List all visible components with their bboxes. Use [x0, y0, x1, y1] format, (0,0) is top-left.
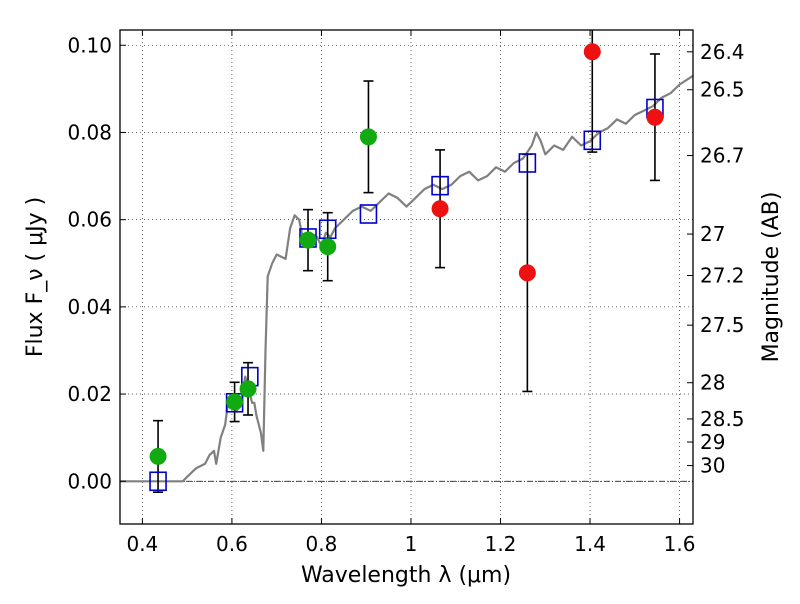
y-tick-label: 0.08 [67, 120, 112, 144]
red-point [518, 264, 536, 282]
detection-point [359, 128, 377, 146]
detection-point [239, 380, 257, 398]
y-tick-label: 0.02 [67, 382, 112, 406]
circle-layer [149, 43, 664, 465]
red-point [431, 200, 449, 218]
x-tick-label: 1 [405, 532, 418, 556]
right-tick-label: 28.5 [700, 407, 745, 431]
model-photometry-square [149, 471, 167, 492]
detection-point [299, 231, 317, 249]
y-tick-label: 0.06 [67, 208, 112, 232]
x-tick-label: 0.8 [306, 532, 338, 556]
right-tick-label: 28 [700, 371, 725, 395]
right-tick-label: 27 [700, 222, 725, 246]
x-tick-label: 1.4 [574, 532, 606, 556]
x-axis-label: Wavelength λ (μm) [301, 563, 511, 588]
detection-point [226, 393, 244, 411]
y-tick-label: 0.10 [67, 33, 112, 57]
model-photometry-square [583, 130, 602, 151]
right-tick-label: 26.7 [700, 144, 745, 168]
model-photometry-square [359, 204, 378, 224]
x-tick-label: 0.4 [126, 532, 158, 556]
right-tick-label: 26.5 [700, 78, 745, 102]
red-point [583, 43, 601, 61]
model-photometry-square [518, 153, 537, 173]
x-tick-label: 1.6 [664, 532, 696, 556]
model-photometry-square [431, 175, 449, 196]
plot-frame [119, 29, 694, 525]
right-tick-label: 26.4 [700, 40, 745, 64]
red-point [646, 108, 664, 126]
detection-point [149, 447, 167, 465]
right-axis-label: Magnitude (AB) [759, 192, 784, 363]
tick-layer: 0.4 0.6 0.8 1 1.2 1.4 1.6 0.00 0.02 0.04 0.06 0.08 0… [67, 30, 745, 556]
x-tick-label: 1.2 [485, 532, 517, 556]
x-tick-label: 0.6 [216, 532, 248, 556]
y-tick-label: 0.00 [67, 469, 112, 493]
y-tick-label: 0.04 [67, 295, 112, 319]
right-tick-label: 27.2 [700, 263, 745, 287]
detection-point [319, 238, 337, 256]
right-tick-label: 29 [700, 430, 725, 454]
right-tick-label: 27.5 [700, 313, 745, 337]
y-axis-label: Flux F_ν ( μJy ) [23, 197, 48, 357]
right-tick-label: 30 [700, 454, 725, 478]
